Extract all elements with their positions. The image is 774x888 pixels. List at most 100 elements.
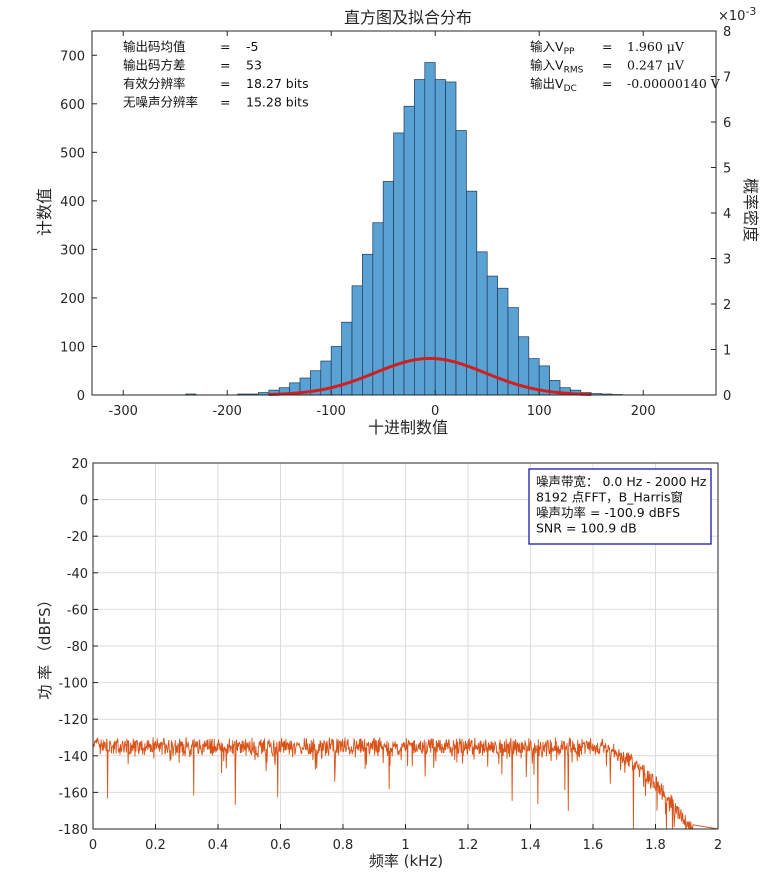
stat-equals: = — [220, 58, 230, 73]
spectrum-ylabel: 功 率 （dBFS） — [36, 592, 54, 699]
input-stat-value: 0.247 μV — [627, 58, 685, 73]
y-tick-label: 0 — [80, 494, 88, 509]
y-tick-right-label: 1 — [723, 344, 731, 359]
x-tick-label: 1.8 — [645, 838, 666, 853]
histogram-bar — [414, 79, 426, 396]
input-stat-prefix: 输入V — [530, 58, 564, 73]
histogram-xlabel: 十进制数值 — [368, 418, 448, 437]
x-tick-label: 0.6 — [270, 838, 291, 853]
exponent-power: -3 — [745, 5, 756, 18]
input-stat-label: 输入VPP — [530, 39, 575, 57]
x-tick-label: 1.4 — [520, 838, 541, 853]
input-stat-value: 1.960 μV — [627, 39, 685, 54]
y-tick-label: 20 — [71, 457, 88, 472]
spectrum-frame — [92, 462, 719, 830]
spectrum-chart: 0 0.2 0.4 0.6 0.8 1 1.2 1.4 1.6 1.8 2 -180 -160 -140 -… — [36, 457, 722, 870]
exponent-base: ×10 — [718, 9, 745, 24]
histogram-bars — [185, 62, 623, 396]
y-tick-label: -40 — [67, 567, 88, 582]
legend-line: 噪声功率 = -100.9 dBFS — [536, 505, 680, 520]
input-stat-equals: = — [602, 58, 612, 73]
x-tick-label: 2 — [714, 838, 722, 853]
x-tick-label: 0 — [89, 838, 97, 853]
legend-line: 8192 点FFT，B_Harris窗 — [536, 490, 683, 505]
histogram-bar — [424, 62, 436, 396]
y-tick-right-label: 6 — [723, 116, 731, 131]
x-tick-label: -200 — [212, 404, 242, 419]
histogram-bar — [393, 132, 405, 396]
histogram-chart: 直方图及拟合分布 -300 -200 -100 0 100 200010020030040… — [35, 5, 760, 437]
y-tick-label: 100 — [60, 340, 85, 355]
spectrum-line — [92, 737, 719, 830]
input-stat-subscript: RMS — [564, 66, 584, 76]
x-tick-label: 200 — [631, 404, 656, 419]
x-tick-label: 100 — [527, 404, 552, 419]
stat-value: 53 — [246, 58, 262, 73]
y-tick-right-label: 5 — [723, 162, 731, 177]
input-stat-equals: = — [602, 39, 612, 54]
legend-box — [528, 468, 712, 545]
histogram-ylabel: 计数值 — [35, 188, 54, 236]
histogram-frame — [91, 30, 717, 396]
input-stat-prefix: 输出V — [530, 76, 564, 91]
y-tick-label: 400 — [60, 195, 85, 210]
x-tick-label: 1.2 — [458, 838, 479, 853]
stat-label: 输出码方差 — [123, 58, 186, 73]
x-tick-label: -300 — [108, 404, 138, 419]
spectrum-xlabel: 频率 (kHz) — [369, 852, 443, 870]
stat-label: 有效分辨率 — [123, 76, 186, 91]
stat-label: 输出码均值 — [123, 39, 186, 54]
y-tick-right-label: 3 — [723, 253, 731, 268]
x-tick-label: 1 — [401, 838, 409, 853]
histogram-bar — [403, 105, 415, 396]
stat-value: 15.28 bits — [246, 95, 309, 110]
y-tick-label: -120 — [58, 713, 88, 728]
legend-line: SNR = 100.9 dB — [536, 521, 637, 536]
y-tick-label: 0 — [77, 389, 85, 404]
input-stat-value: -0.00000140 V — [627, 76, 721, 91]
y-tick-label: -140 — [58, 750, 88, 765]
y-tick-label: 200 — [60, 292, 85, 307]
histogram-bar — [466, 190, 478, 396]
stat-equals: = — [220, 76, 230, 91]
input-stat-subscript: PP — [564, 47, 575, 57]
y-tick-label: -20 — [67, 530, 88, 545]
histogram-ticks: -300 -200 -100 0 100 200010020030040050060070… — [60, 25, 731, 419]
y-tick-right-label: 0 — [723, 389, 731, 404]
x-tick-label: 0.2 — [145, 838, 166, 853]
histogram-ylabel-right: 概率密度 — [741, 178, 760, 242]
right-axis-exponent: ×10-3 — [718, 5, 756, 24]
input-stat-equals: = — [602, 76, 612, 91]
y-tick-right-label: 7 — [723, 71, 731, 86]
fit-curve — [268, 356, 592, 396]
y-tick-label: -100 — [58, 677, 88, 692]
histogram-title: 直方图及拟合分布 — [344, 8, 472, 27]
y-tick-right-label: 8 — [723, 25, 731, 40]
stat-label: 无噪声分辨率 — [123, 95, 198, 110]
histogram-bar — [455, 130, 467, 396]
input-stat-label: 输出VDC — [530, 76, 577, 94]
x-tick-label: 0.8 — [333, 838, 354, 853]
y-tick-right-label: 2 — [723, 298, 731, 313]
stat-value: -5 — [246, 39, 258, 54]
histogram-bar — [445, 81, 457, 396]
x-tick-label: 0 — [431, 404, 439, 419]
y-tick-label: -60 — [67, 603, 88, 618]
histogram-bar — [434, 79, 446, 396]
stat-equals: = — [220, 95, 230, 110]
y-tick-label: -180 — [58, 823, 88, 838]
y-tick-label: 500 — [60, 146, 85, 161]
y-tick-label: -160 — [58, 786, 88, 801]
stat-value: 18.27 bits — [246, 76, 309, 91]
y-tick-label: 700 — [60, 49, 85, 64]
histogram-bar — [382, 181, 394, 396]
stat-equals: = — [220, 39, 230, 54]
x-tick-label: 0.4 — [208, 838, 229, 853]
stats-annotation-left: 输出码均值 = -5 输出码方差 = 53 有效分辨率 = 18.27 bits 无噪声分辨率 = 1… — [123, 39, 309, 110]
y-tick-right-label: 4 — [723, 207, 731, 222]
input-stat-label: 输入VRMS — [530, 58, 584, 76]
input-stat-prefix: 输入V — [530, 39, 564, 54]
y-tick-label: 600 — [60, 98, 85, 113]
